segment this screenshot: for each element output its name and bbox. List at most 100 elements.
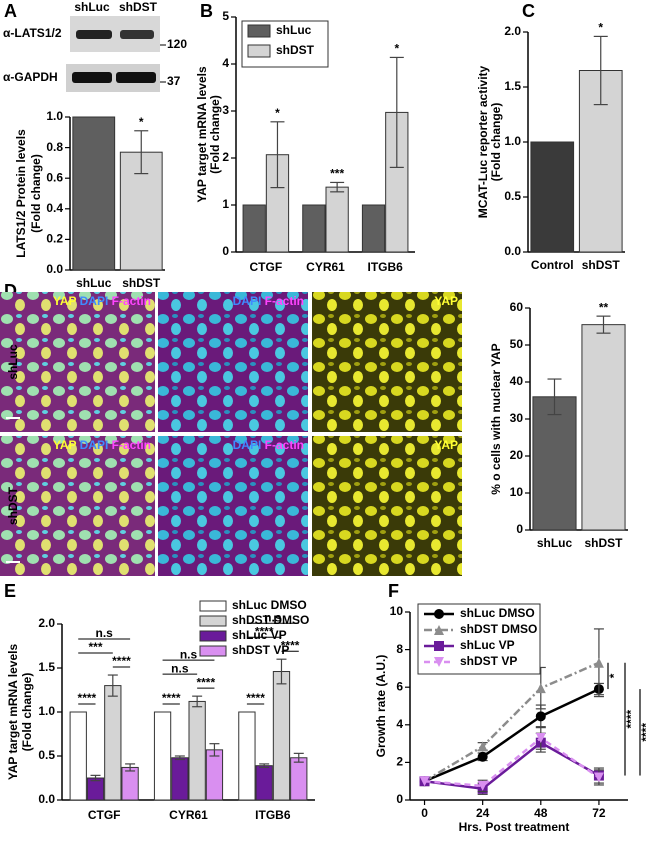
x-tick-label: CYR61: [169, 808, 208, 822]
marker: [477, 741, 488, 752]
channel-labels: YAP DAPI F-actin: [53, 294, 151, 308]
y-tick-label: 0: [396, 792, 403, 806]
y-axis-subtitle: (Fold change): [29, 154, 43, 233]
bar: [171, 757, 189, 801]
legend-marker: [434, 609, 444, 619]
channel-label: YAP: [53, 294, 77, 308]
panel-label: B: [200, 1, 213, 21]
blot-band: [72, 72, 112, 83]
legend-label: shLuc VP: [460, 638, 515, 652]
significance: ****: [639, 723, 653, 742]
y-tick-label: 20: [510, 448, 524, 462]
y-tick-label: 0.0: [46, 262, 63, 276]
y-tick-label: 60: [510, 300, 524, 314]
blot-label: α-GAPDH: [3, 70, 58, 84]
bar: [188, 700, 206, 801]
bar: [290, 757, 308, 801]
y-tick-label: 0.0: [38, 792, 55, 806]
legend-swatch: [199, 645, 227, 657]
channel-labels: DAPI F-actin: [233, 438, 304, 452]
y-tick-label: 10: [390, 604, 404, 618]
lane-label: shDST: [119, 0, 158, 14]
y-tick-label: 30: [510, 411, 524, 425]
micrograph: [0, 292, 155, 432]
y-axis-subtitle: (Fold change): [208, 95, 222, 174]
y-tick-label: 50: [510, 337, 524, 351]
micrograph: [312, 436, 462, 576]
marker: [477, 751, 488, 762]
channel-label: F-actin: [112, 294, 151, 308]
y-tick-label: 3: [222, 103, 229, 117]
significance: ****: [624, 709, 638, 728]
bracket-label: ****: [78, 691, 97, 705]
panel-label: A: [4, 1, 17, 21]
channel-label: YAP: [53, 438, 77, 452]
bracket-label: n.s: [171, 661, 189, 675]
bracket-label: n.s: [180, 647, 198, 661]
marker: [535, 711, 546, 722]
legend-label: shDST DMSO: [460, 622, 537, 636]
legend-marker: [434, 625, 444, 635]
legend-label: shLuc DMSO: [232, 598, 307, 612]
bar: [238, 711, 256, 801]
channel-label: F-actin: [265, 438, 304, 452]
x-tick-label: shDST: [582, 258, 621, 272]
y-tick-label: 0.5: [38, 748, 55, 762]
legend-label: shDST: [276, 43, 315, 57]
x-tick-label: CTGF: [88, 808, 121, 822]
bar: [361, 204, 386, 253]
y-tick-label: 0.0: [504, 244, 521, 258]
significance: *: [139, 115, 144, 129]
bar: [205, 749, 224, 801]
y-tick-label: 0.5: [504, 189, 521, 203]
y-tick-label: 0.4: [46, 201, 63, 215]
y-tick-label: 0: [516, 522, 523, 536]
bar: [581, 324, 626, 531]
x-tick-label: 24: [476, 806, 490, 820]
legend-swatch: [199, 615, 227, 627]
bar: [255, 765, 273, 801]
x-tick-label: 0: [421, 806, 428, 820]
bar: [86, 777, 105, 801]
x-tick-label: ITGB6: [255, 808, 291, 822]
micrograph: [312, 292, 462, 432]
channel-label: DAPI: [233, 294, 262, 308]
significance: *: [394, 42, 399, 56]
y-tick-label: 0.6: [46, 170, 63, 184]
y-tick-label: 8: [396, 642, 403, 656]
row-label: shDST: [6, 486, 20, 525]
micrograph: [0, 436, 155, 576]
channel-label: YAP: [434, 438, 458, 452]
significance: *: [275, 106, 280, 120]
x-tick-label: CYR61: [306, 260, 345, 274]
legend-label: shLuc: [276, 23, 312, 37]
x-tick-label: shLuc: [537, 536, 573, 550]
x-tick-label: 48: [534, 806, 548, 820]
x-tick-label: shDST: [122, 276, 161, 290]
x-tick-label: CTGF: [249, 260, 282, 274]
y-tick-label: 40: [510, 374, 524, 388]
bracket-label: ****: [196, 675, 215, 689]
y-tick-label: 1: [222, 197, 229, 211]
significance: *: [598, 21, 603, 35]
significance: **: [599, 300, 609, 314]
legend-swatch: [247, 24, 271, 38]
series-line: [423, 661, 600, 783]
series-line: [424, 687, 600, 783]
legend-swatch: [247, 44, 271, 58]
bar: [72, 116, 116, 271]
series-line: [424, 736, 600, 788]
channel-labels: DAPI F-actin: [233, 294, 304, 308]
marker: [535, 683, 546, 694]
bracket-label: ****: [162, 691, 181, 705]
x-tick-label: shLuc: [76, 276, 112, 290]
bracket-label: n.s: [95, 626, 113, 640]
y-tick-label: 5: [222, 9, 229, 23]
y-tick-label: 6: [396, 679, 403, 693]
bracket-label: ****: [281, 638, 300, 652]
y-tick-label: 2: [396, 755, 403, 769]
bar: [121, 766, 139, 801]
blot-band: [120, 30, 154, 39]
significance: *: [607, 673, 621, 678]
channel-label: F-actin: [112, 438, 151, 452]
